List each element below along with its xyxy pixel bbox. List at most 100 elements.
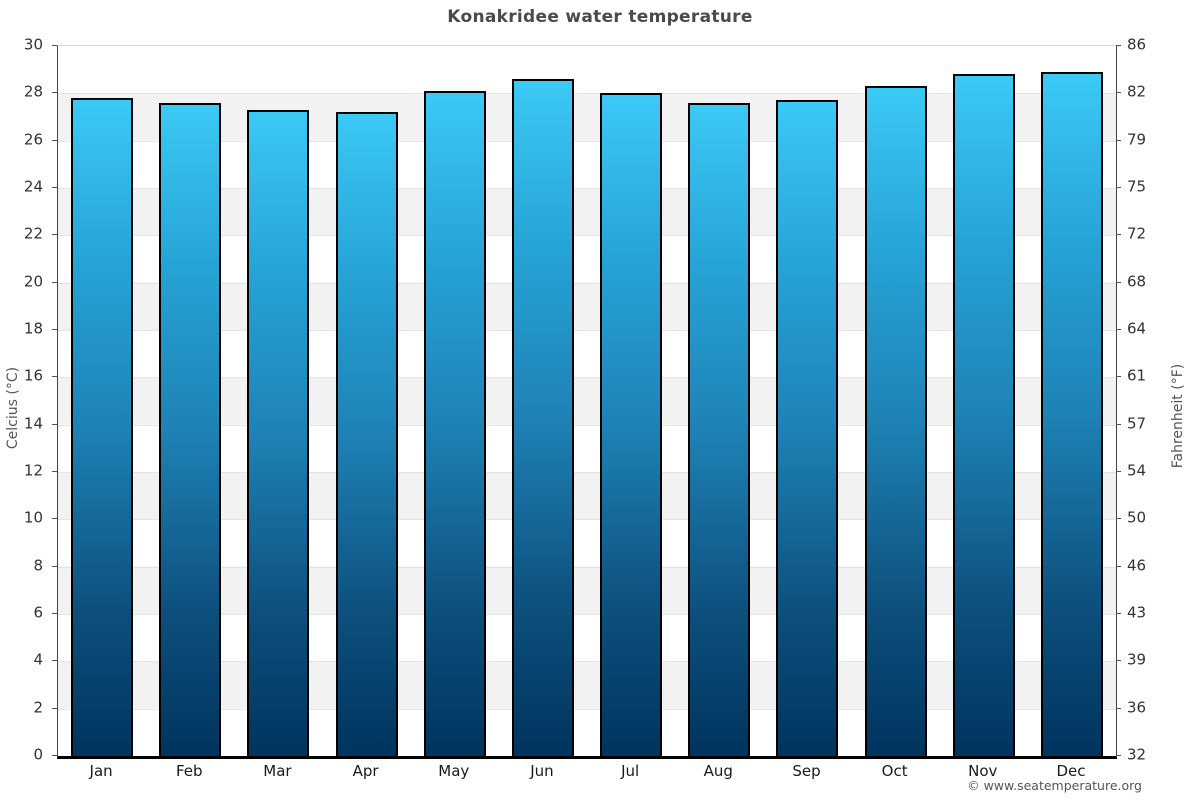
ytick-right-32: 32 [1127,745,1147,764]
ytick-right-82: 82 [1127,82,1147,101]
chart-title: Konakridee water temperature [447,7,753,27]
tickmark-left [52,518,57,520]
x-label-mar: Mar [263,762,292,780]
tickmark-right [1116,613,1121,614]
tickmark-left [52,139,57,141]
x-label-jan: Jan [89,762,113,780]
ytick-left-20: 20 [23,272,43,291]
tickmark-left [52,376,57,378]
tickmark-right [1116,755,1121,756]
gridline [58,282,1116,284]
tickmark-left [52,45,57,46]
bar-oct [864,86,927,756]
ytick-right-72: 72 [1127,224,1147,243]
tickmark-left [52,471,57,472]
bar-jul [600,93,663,756]
gridline [58,188,1116,189]
tickmark-left [52,329,57,330]
tickmark-right [1116,329,1121,330]
gridline [58,519,1116,521]
tickmark-right [1116,281,1121,283]
tickmark-right [1116,660,1121,662]
x-label-apr: Apr [352,762,379,780]
tickmark-right [1116,565,1121,567]
x-label-nov: Nov [968,762,998,780]
ytick-left-2: 2 [33,698,43,717]
gridline [58,661,1116,663]
gridline [58,614,1116,615]
ytick-left-22: 22 [23,224,43,243]
gridline [58,330,1116,331]
ytick-right-75: 75 [1127,177,1147,196]
ytick-left-6: 6 [33,603,43,622]
bar-dec [1040,72,1103,756]
tickmark-right [1116,423,1121,425]
y-axis-right-title: Fahrenheit (°F) [1170,363,1186,469]
bar-slot-sep [763,46,851,756]
x-label-feb: Feb [175,762,203,780]
y-axis-left-title: Celcius (°C) [5,366,21,450]
bar-slot-apr [323,46,411,756]
bar-slot-mar [234,46,322,756]
ytick-right-61: 61 [1127,366,1147,385]
ytick-left-8: 8 [33,556,43,575]
bar-slot-jul [587,46,675,756]
tickmark-left [52,660,57,662]
ytick-left-10: 10 [23,508,43,527]
gridline [58,566,1116,568]
tickmark-right [1116,45,1121,46]
ytick-left-26: 26 [23,130,43,149]
tickmark-left [52,423,57,425]
x-label-sep: Sep [792,762,821,780]
ytick-left-18: 18 [23,319,43,338]
ytick-left-30: 30 [23,35,43,54]
bar-apr [335,112,398,756]
bar-feb [159,102,222,756]
gridline [58,235,1116,237]
x-axis-labels: Jan Feb Mar Apr May Jun Jul Aug Sep Oct Nov Dec [57,762,1115,780]
bar-slot-feb [146,46,234,756]
bar-slot-jun [499,46,587,756]
ytick-right-36: 36 [1127,698,1147,717]
ytick-left-0: 0 [33,745,43,764]
x-label-oct: Oct [881,762,908,780]
ytick-left-24: 24 [23,177,43,196]
ytick-right-54: 54 [1127,461,1147,480]
gridline [58,140,1116,142]
copyright-note: © www.seatemperature.org [967,778,1142,793]
gridline [58,93,1116,95]
ytick-left-28: 28 [23,82,43,101]
x-label-dec: Dec [1056,762,1086,780]
ytick-right-86: 86 [1127,35,1147,54]
ytick-right-39: 39 [1127,650,1147,669]
tickmark-right [1116,187,1121,188]
tickmark-right [1116,139,1121,141]
bar-slot-oct [852,46,940,756]
ytick-left-14: 14 [23,414,43,433]
gridline [58,424,1116,426]
bar-may [423,90,486,756]
x-label-aug: Aug [703,762,733,780]
tickmark-right [1116,92,1121,94]
tickmark-left [52,281,57,283]
ytick-right-46: 46 [1127,556,1147,575]
bar-slot-aug [675,46,763,756]
bar-nov [952,74,1015,756]
bar-slot-dec [1028,46,1116,756]
bar-mar [247,109,310,756]
tickmark-right [1116,376,1121,378]
x-label-jun: Jun [530,762,554,780]
ytick-right-50: 50 [1127,508,1147,527]
x-label-jul: Jul [621,762,640,780]
ytick-right-79: 79 [1127,130,1147,149]
gridline [58,377,1116,379]
bar-slot-may [411,46,499,756]
tickmark-left [52,565,57,567]
tickmark-left [52,234,57,236]
tickmark-left [52,187,57,188]
bar-jun [511,79,574,756]
bar-series [58,46,1116,756]
ytick-left-4: 4 [33,650,43,669]
ytick-right-57: 57 [1127,414,1147,433]
bar-slot-jan [58,46,146,756]
